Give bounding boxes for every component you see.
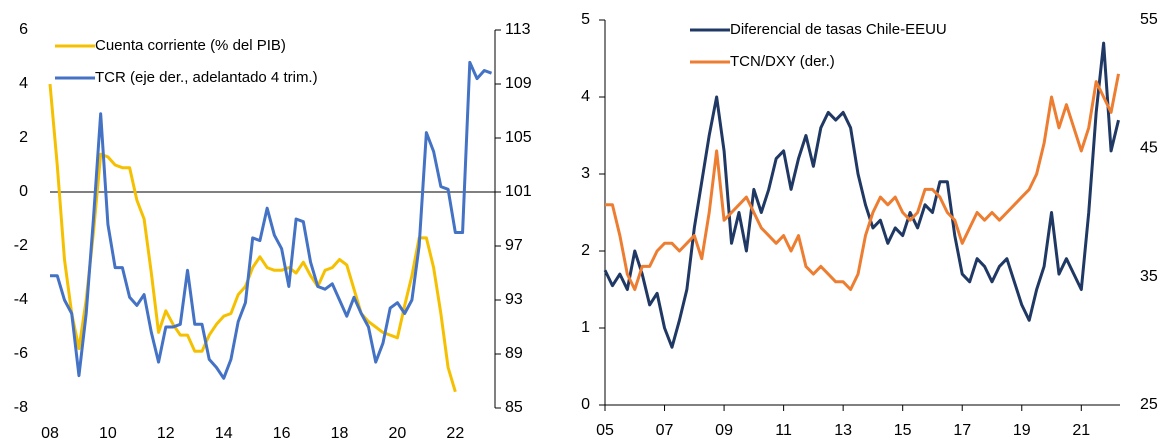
y2-tick-label: 89: [505, 345, 523, 362]
x-tick-label: 08: [41, 425, 59, 442]
y2-tick-label: 101: [505, 183, 532, 200]
y2-tick-label: 35: [1140, 268, 1158, 285]
x-tick-label: 13: [834, 422, 852, 439]
y2-tick-label: 25: [1140, 396, 1158, 413]
y2-tick-label: 55: [1140, 11, 1158, 28]
x-tick-label: 19: [1013, 422, 1031, 439]
x-tick-label: 05: [596, 422, 614, 439]
x-tick-label: 10: [99, 425, 117, 442]
y2-tick-label: 45: [1140, 140, 1158, 157]
legend-label: Cuenta corriente (% del PIB): [95, 37, 286, 54]
legend-label: TCN/DXY (der.): [730, 53, 835, 70]
x-tick-label: 14: [215, 425, 233, 442]
x-tick-label: 18: [331, 425, 349, 442]
x-tick-label: 16: [273, 425, 291, 442]
legend-label: TCR (eje der., adelantado 4 trim.): [95, 69, 318, 86]
x-tick-label: 20: [389, 425, 407, 442]
y-tick-label: 4: [19, 75, 28, 92]
y-tick-label: -2: [14, 237, 28, 254]
x-tick-label: 07: [656, 422, 674, 439]
y2-tick-label: 93: [505, 291, 523, 308]
y-tick-label: 1: [581, 319, 590, 336]
y2-tick-label: 105: [505, 129, 532, 146]
y-tick-label: 2: [19, 129, 28, 146]
x-tick-label: 15: [894, 422, 912, 439]
series-line: [605, 73, 1120, 291]
legend-label: Diferencial de tasas Chile-EEUU: [730, 21, 947, 38]
x-tick-label: 09: [715, 422, 733, 439]
series-line: [48, 83, 457, 393]
series-line: [50, 60, 493, 380]
x-tick-label: 12: [157, 425, 175, 442]
y2-tick-label: 113: [505, 21, 531, 38]
x-tick-label: 17: [953, 422, 971, 439]
y2-tick-label: 109: [505, 75, 532, 92]
y-tick-label: 0: [19, 183, 28, 200]
series-line: [603, 41, 1120, 349]
y-tick-label: -6: [14, 345, 28, 362]
x-tick-label: 21: [1072, 422, 1090, 439]
y2-tick-label: 85: [505, 399, 523, 416]
y-tick-label: -4: [14, 291, 28, 308]
x-tick-label: 11: [775, 422, 792, 439]
x-tick-label: 22: [446, 425, 464, 442]
y-tick-label: 6: [19, 21, 28, 38]
y2-tick-label: 97: [505, 237, 523, 254]
y-tick-label: 5: [581, 11, 590, 28]
y-tick-label: 3: [581, 165, 590, 182]
y-tick-label: -8: [14, 399, 28, 416]
y-tick-label: 0: [581, 396, 590, 413]
y-tick-label: 2: [581, 242, 590, 259]
y-tick-label: 4: [581, 88, 590, 105]
